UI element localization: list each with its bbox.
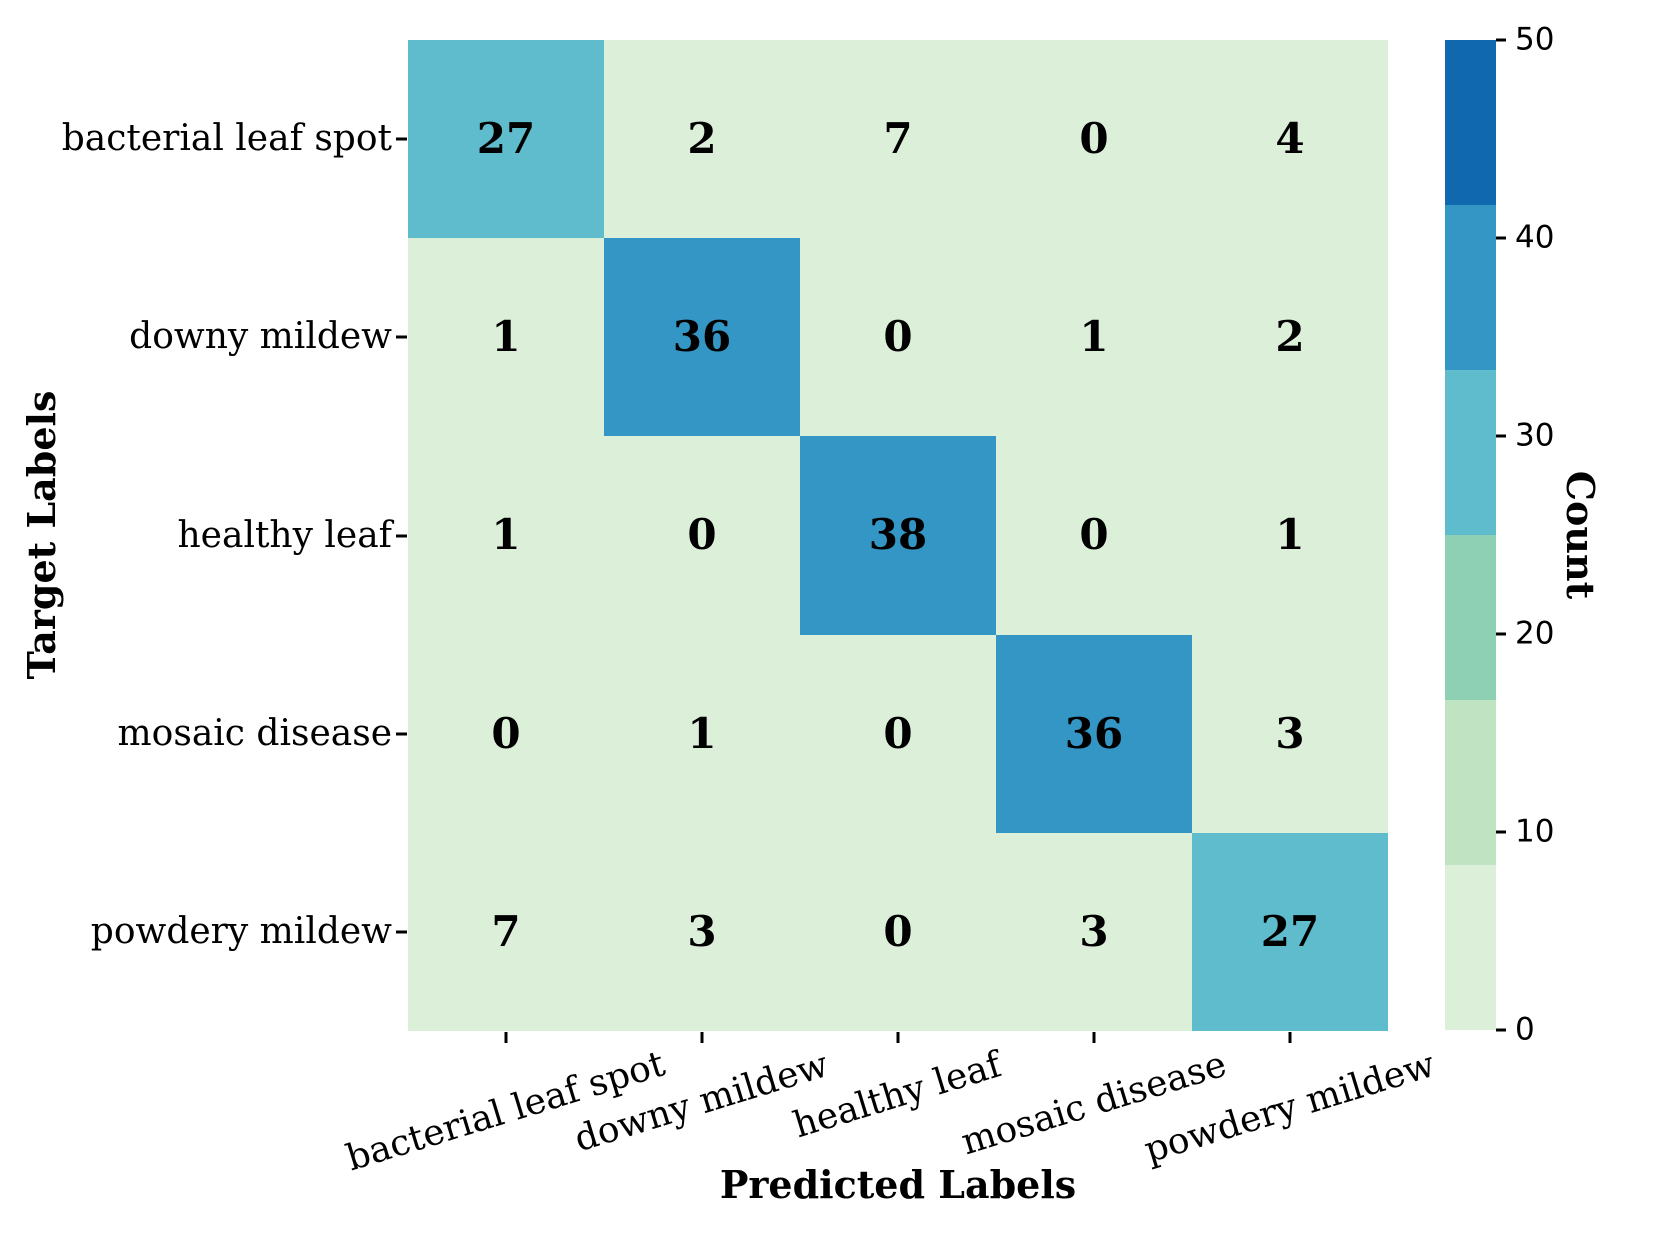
y-tick-mark bbox=[396, 732, 407, 736]
cell-count-value: 38 bbox=[868, 510, 928, 560]
cell-count-value: 0 bbox=[687, 510, 717, 560]
cell-count-value: 36 bbox=[1064, 708, 1124, 758]
cell-count-value: 0 bbox=[883, 708, 913, 758]
colorbar-tick-mark bbox=[1496, 830, 1506, 834]
y-tick-label: powdery mildew bbox=[90, 910, 392, 952]
y-tick-mark bbox=[396, 930, 407, 934]
cell-count-value: 3 bbox=[1079, 906, 1109, 956]
heatmap-cell: 3 bbox=[604, 832, 800, 1031]
cell-count-value: 1 bbox=[687, 708, 717, 758]
cell-count-value: 2 bbox=[1275, 312, 1305, 362]
heatmap-cell: 0 bbox=[800, 634, 996, 833]
cell-count-value: 27 bbox=[476, 114, 536, 164]
colorbar-tick-label: 10 bbox=[1515, 813, 1555, 850]
cell-count-value: 4 bbox=[1275, 114, 1305, 164]
colorbar-band bbox=[1445, 865, 1496, 1030]
cell-count-value: 1 bbox=[491, 312, 521, 362]
colorbar-tick-mark bbox=[1496, 38, 1506, 42]
heatmap-cell: 27 bbox=[408, 40, 604, 239]
colorbar-band bbox=[1445, 700, 1496, 865]
x-tick-mark bbox=[1288, 1032, 1292, 1043]
y-tick-mark bbox=[396, 534, 407, 537]
heatmap-cell: 0 bbox=[800, 832, 996, 1031]
heatmap-cell: 36 bbox=[604, 238, 800, 437]
y-tick-label: mosaic disease bbox=[117, 712, 392, 754]
colorbar-tick-label: 30 bbox=[1515, 417, 1555, 454]
cell-count-value: 3 bbox=[1275, 708, 1305, 758]
heatmap-cell: 0 bbox=[996, 436, 1192, 635]
heatmap-cell: 0 bbox=[604, 436, 800, 635]
cell-count-value: 7 bbox=[491, 906, 521, 956]
heatmap-cell: 1 bbox=[408, 238, 604, 437]
heatmap-cell: 0 bbox=[996, 40, 1192, 239]
y-tick-label: downy mildew bbox=[129, 316, 392, 358]
colorbar-tick-mark bbox=[1496, 1028, 1506, 1032]
heatmap-cell: 2 bbox=[604, 40, 800, 239]
heatmap-cell: 3 bbox=[996, 832, 1192, 1031]
heatmap-cell: 1 bbox=[1192, 436, 1388, 635]
y-tick-mark bbox=[396, 137, 407, 141]
colorbar bbox=[1445, 40, 1496, 1030]
x-tick-mark bbox=[1092, 1032, 1096, 1043]
heatmap-cell: 7 bbox=[408, 832, 604, 1031]
heatmap-cell: 1 bbox=[408, 436, 604, 635]
colorbar-tick-mark bbox=[1496, 632, 1506, 636]
cell-count-value: 0 bbox=[491, 708, 521, 758]
cell-count-value: 7 bbox=[883, 114, 913, 164]
colorbar-band bbox=[1445, 535, 1496, 700]
heatmap-plot-area: 27 2 7 0 4 1 36 0 1 2 1 0 38 0 1 0 1 0 36 3 7 3 0 3 27 bbox=[408, 40, 1388, 1031]
heatmap-cell: 3 bbox=[1192, 634, 1388, 833]
x-axis-title: Predicted Labels bbox=[719, 1162, 1077, 1207]
heatmap-cell: 38 bbox=[800, 436, 996, 635]
heatmap-cell: 0 bbox=[800, 238, 996, 437]
cell-count-value: 1 bbox=[491, 510, 521, 560]
colorbar-tick-mark bbox=[1496, 434, 1506, 438]
y-tick-label: healthy leaf bbox=[177, 514, 392, 556]
cell-count-value: 0 bbox=[883, 312, 913, 362]
colorbar-tick-label: 50 bbox=[1515, 21, 1555, 58]
cell-count-value: 0 bbox=[1079, 510, 1109, 560]
colorbar-band bbox=[1445, 40, 1496, 205]
colorbar-tick-label: 40 bbox=[1515, 219, 1555, 256]
x-tick-mark bbox=[700, 1032, 704, 1043]
cell-count-value: 1 bbox=[1079, 312, 1109, 362]
heatmap-cell: 1 bbox=[604, 634, 800, 833]
cell-count-value: 27 bbox=[1260, 906, 1320, 956]
colorbar-band bbox=[1445, 370, 1496, 535]
y-tick-label: bacterial leaf spot bbox=[61, 118, 392, 160]
heatmap-cell: 27 bbox=[1192, 832, 1388, 1031]
heatmap-cell: 7 bbox=[800, 40, 996, 239]
colorbar-tick-label: 20 bbox=[1515, 615, 1555, 652]
cell-count-value: 1 bbox=[1275, 510, 1305, 560]
heatmap-cell: 1 bbox=[996, 238, 1192, 437]
heatmap-cell: 36 bbox=[996, 634, 1192, 833]
cell-count-value: 3 bbox=[687, 906, 717, 956]
cell-count-value: 0 bbox=[1079, 114, 1109, 164]
cell-count-value: 0 bbox=[883, 906, 913, 956]
cell-count-value: 36 bbox=[672, 312, 732, 362]
colorbar-tick-mark bbox=[1496, 236, 1506, 240]
colorbar-title: Count bbox=[1558, 470, 1603, 600]
y-tick-mark bbox=[396, 335, 407, 339]
y-axis-title: Target Labels bbox=[19, 390, 64, 680]
heatmap-cell: 2 bbox=[1192, 238, 1388, 437]
colorbar-band bbox=[1445, 205, 1496, 370]
x-tick-mark bbox=[896, 1032, 900, 1043]
x-tick-mark bbox=[504, 1032, 508, 1043]
cell-count-value: 2 bbox=[687, 114, 717, 164]
colorbar-tick-label: 0 bbox=[1515, 1011, 1535, 1048]
heatmap-cell: 0 bbox=[408, 634, 604, 833]
heatmap-cell: 4 bbox=[1192, 40, 1388, 239]
